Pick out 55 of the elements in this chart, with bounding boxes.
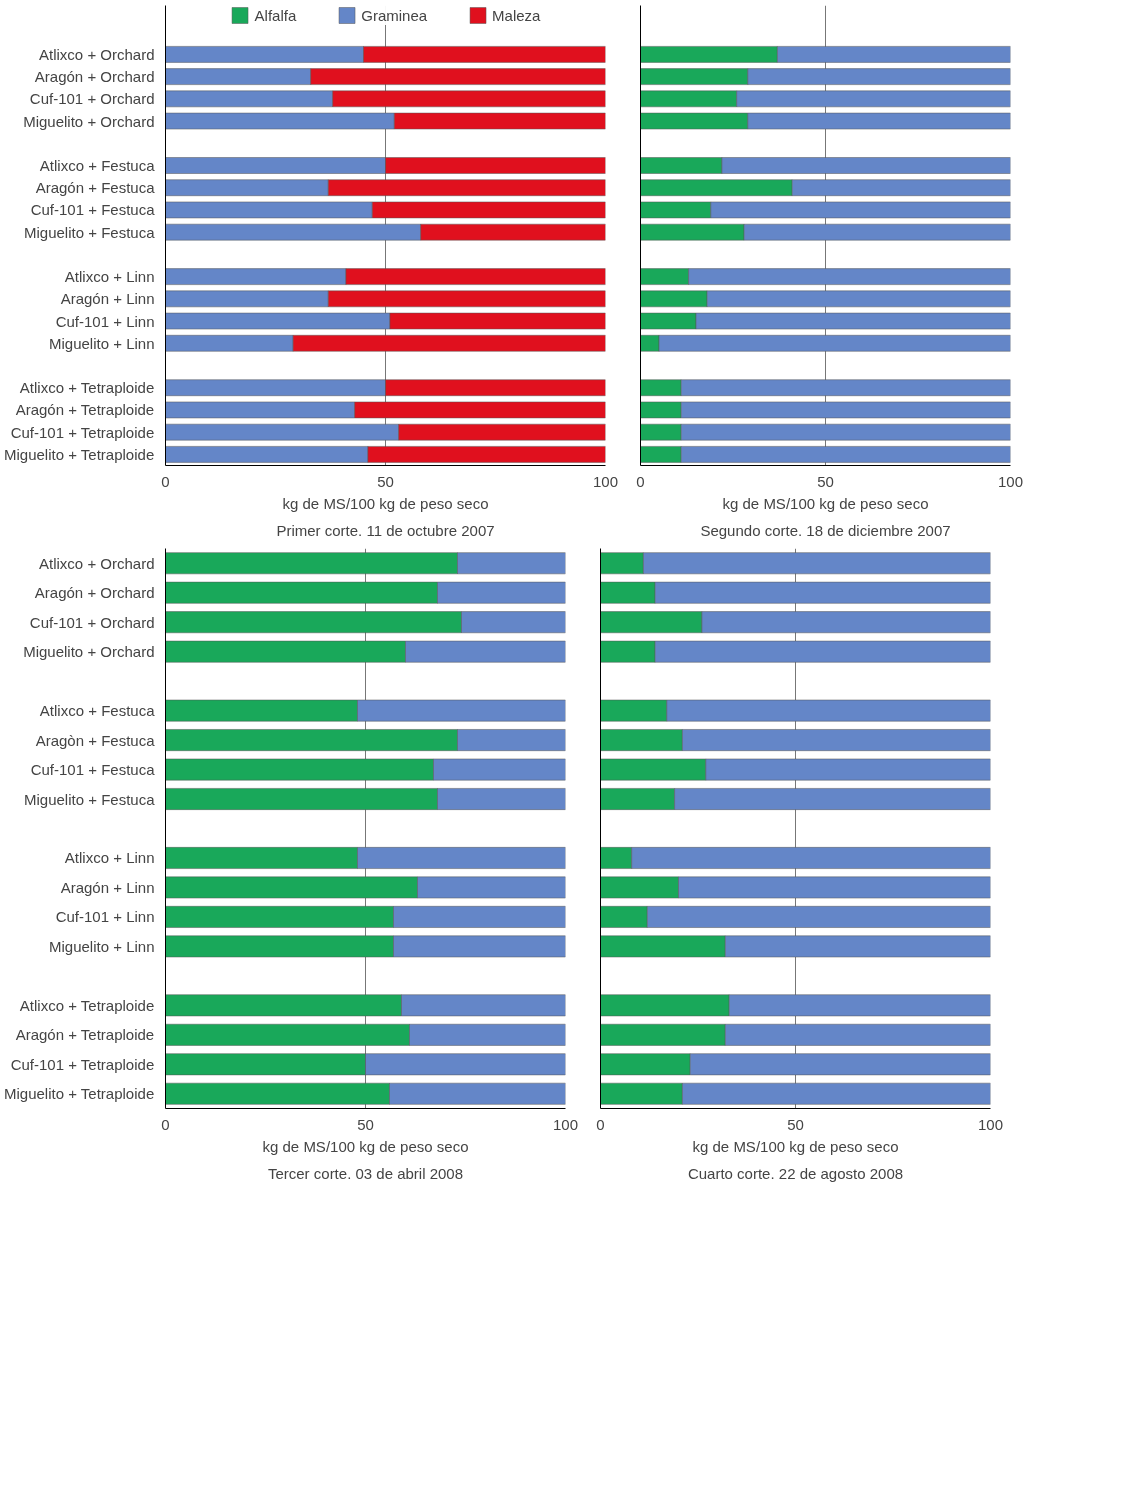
legend-label: Alfalfa xyxy=(254,6,297,24)
x-tick-label: 50 xyxy=(817,472,834,490)
y-tick-label: Miguelito + Orchard xyxy=(23,112,155,130)
legend-label: Graminea xyxy=(361,6,428,24)
y-tick-label: Atlixco + Tetraploide xyxy=(19,379,155,397)
x-tick-label: 100 xyxy=(552,1115,579,1133)
x-tick-label: 0 xyxy=(161,1115,170,1133)
y-tick-label: Atlixco + Orchard xyxy=(39,45,155,63)
y-tick-label: Miguelito + Festuca xyxy=(24,223,156,241)
y-tick-label: Aragón + Tetraploide xyxy=(15,1026,155,1044)
text: Tercer corte. 03 de abril 2008 xyxy=(267,1164,464,1182)
y-tick-label: Atlixco + Tetraploide xyxy=(19,996,155,1014)
y-tick-label: Miguelito + Tetraploide xyxy=(3,1085,155,1103)
y-tick-label: Atlixco + Festuca xyxy=(39,157,156,174)
y-tick-label: Atlixco + Festuca xyxy=(39,702,156,720)
y-tick-label: Miguelito + Linn xyxy=(49,334,155,352)
x-axis-title: kg de MS/100 kg de peso seco xyxy=(722,494,929,512)
y-tick-label: Aragón + Orchard xyxy=(34,68,155,86)
text: Segundo corte. 18 de diciembre 2007 xyxy=(700,521,951,539)
y-tick-label: Aragón + Orchard xyxy=(34,584,155,602)
x-tick-label: 100 xyxy=(592,472,619,490)
y-tick-label: Cuf-101 + Orchard xyxy=(29,90,155,108)
y-tick-label: Cuf-101 + Linn xyxy=(55,312,155,330)
y-tick-label: Cuf-101 + Festuca xyxy=(30,761,156,779)
y-tick-label: Miguelito + Tetraploide xyxy=(3,445,155,463)
x-axis-title: kg de MS/100 kg de peso seco xyxy=(282,494,489,512)
y-tick-label: Cuf-101 + Festuca xyxy=(30,201,156,219)
x-tick-label: 100 xyxy=(977,1115,1004,1133)
y-tick-label: Atlixco + Linn xyxy=(64,849,155,867)
x-axis-title: kg de MS/100 kg de peso seco xyxy=(692,1137,899,1155)
y-tick-label: Atlixco + Orchard xyxy=(39,554,155,572)
x-tick-label: 50 xyxy=(377,472,394,490)
y-tick-label: Miguelito + Linn xyxy=(49,937,155,955)
y-tick-label: Aragòn + Festuca xyxy=(35,731,156,749)
text: Cuarto corte. 22 de agosto 2008 xyxy=(687,1164,904,1182)
x-tick-label: 50 xyxy=(357,1115,374,1133)
y-tick-label: Aragón + Linn xyxy=(60,878,155,896)
y-tick-label: Aragón + Linn xyxy=(60,290,155,308)
y-tick-label: Atlixco + Linn xyxy=(64,268,155,286)
y-tick-label: Cuf-101 + Linn xyxy=(55,908,155,926)
y-tick-label: Cuf-101 + Tetraploide xyxy=(10,423,155,441)
y-tick-label: Miguelito + Orchard xyxy=(23,643,155,661)
y-tick-label: Miguelito + Festuca xyxy=(24,790,156,808)
legend-label: Maleza xyxy=(492,6,541,24)
x-tick-label: 50 xyxy=(787,1115,804,1133)
x-tick-label: 100 xyxy=(997,472,1024,490)
x-tick-label: 0 xyxy=(596,1115,605,1133)
x-axis-title: kg de MS/100 kg de peso seco xyxy=(262,1137,469,1155)
x-tick-label: 0 xyxy=(161,472,170,490)
y-tick-label: Cuf-101 + Orchard xyxy=(29,613,155,631)
y-tick-label: Aragón + Tetraploide xyxy=(15,401,155,419)
text: Primer corte. 11 de octubre 2007 xyxy=(276,521,495,539)
y-tick-label: Aragón + Festuca xyxy=(35,179,156,197)
x-tick-label: 0 xyxy=(636,472,645,490)
y-tick-label: Cuf-101 + Tetraploide xyxy=(10,1055,155,1073)
